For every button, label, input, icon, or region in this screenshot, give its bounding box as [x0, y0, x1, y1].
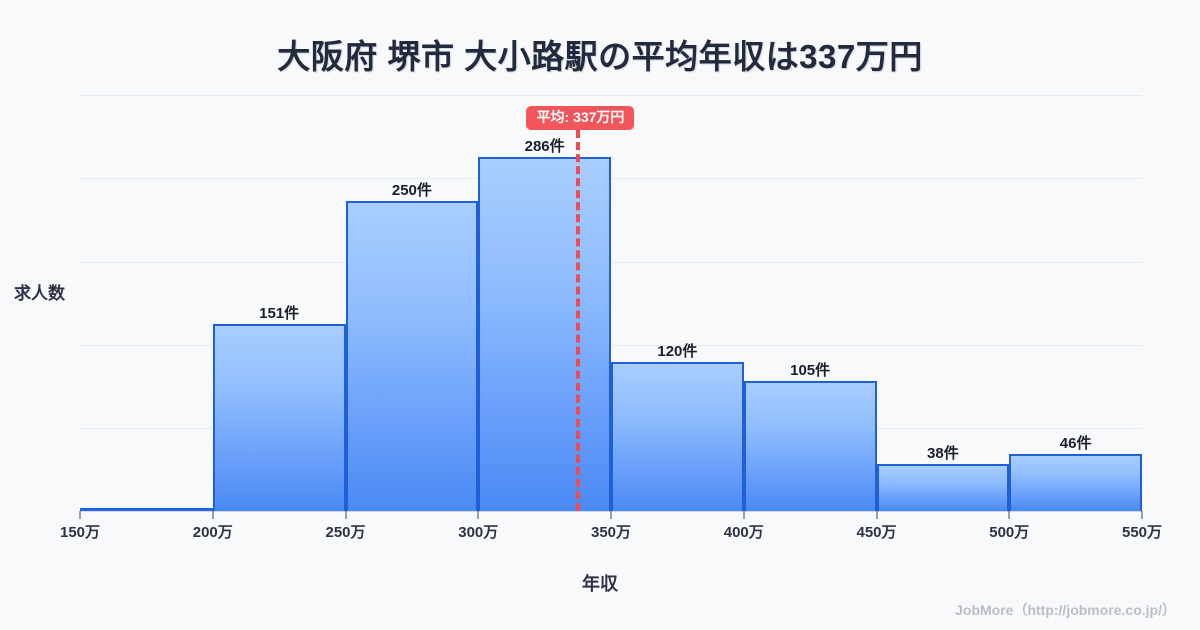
- gridline: [80, 345, 1142, 347]
- bar[interactable]: [611, 362, 744, 511]
- x-tick-mark: [1008, 511, 1010, 519]
- x-tick-label: 500万: [989, 524, 1030, 541]
- x-tick-mark: [345, 511, 346, 519]
- bar-value-label: 38件: [927, 444, 959, 462]
- x-tick-mark: [876, 511, 877, 519]
- x-tick-mark: [743, 511, 745, 519]
- gridline: [80, 177, 1142, 179]
- bar[interactable]: [345, 201, 479, 511]
- average-line: [576, 106, 581, 511]
- x-tick-label: 450万: [856, 524, 897, 541]
- y-axis-title: 求人数: [14, 284, 65, 303]
- chart-title: 大阪府 堺市 大小路駅の平均年収は337万円: [277, 38, 923, 75]
- x-axis-title: 年収: [582, 574, 618, 594]
- bar-value-label: 46件: [1059, 435, 1092, 453]
- x-tick-label: 250万: [325, 524, 366, 541]
- bar[interactable]: [743, 381, 877, 511]
- x-tick-label: 200万: [192, 524, 233, 541]
- gridline: [80, 262, 1142, 264]
- credit-watermark: JobMore（http://jobmore.co.jp/）: [955, 602, 1176, 618]
- x-tick-label: 350万: [590, 524, 632, 541]
- bar[interactable]: [212, 324, 346, 511]
- x-tick-mark: [610, 511, 612, 519]
- bar-value-label: 120件: [657, 343, 698, 361]
- bar-value-label: 250件: [391, 182, 432, 200]
- bar[interactable]: [80, 508, 213, 511]
- x-tick-mark: [477, 511, 479, 519]
- bar-value-label: 151件: [259, 305, 300, 323]
- x-tick-mark: [79, 511, 81, 519]
- bar[interactable]: [876, 463, 1010, 511]
- bar-value-label: 105件: [790, 362, 831, 379]
- x-tick-label: 150万: [59, 524, 101, 541]
- bar[interactable]: [478, 156, 611, 511]
- gridline: [80, 95, 1142, 96]
- plot-area: 151件 250件 286件 120件 105件 38件 46件: [80, 95, 1142, 511]
- x-tick-mark: [1141, 511, 1143, 519]
- x-tick-label: 550万: [1121, 524, 1163, 541]
- average-badge: 平均: 337万円: [526, 106, 635, 131]
- x-tick-label: 400万: [723, 524, 764, 541]
- bar-value-label: 286件: [524, 137, 565, 155]
- x-tick-mark: [212, 511, 214, 519]
- bar[interactable]: [1009, 454, 1142, 511]
- x-tick-label: 300万: [458, 524, 499, 541]
